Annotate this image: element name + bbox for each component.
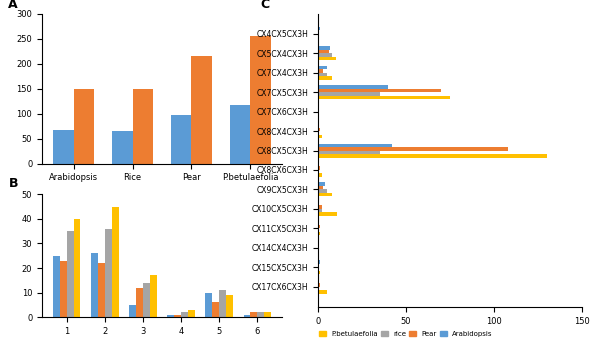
Bar bbox=[318, 166, 320, 170]
Bar bbox=[318, 186, 323, 189]
Bar bbox=[129, 305, 136, 317]
Bar bbox=[133, 89, 153, 164]
Text: C: C bbox=[260, 0, 269, 11]
Bar bbox=[318, 66, 327, 69]
Bar bbox=[250, 36, 271, 164]
Bar bbox=[91, 253, 98, 317]
Bar bbox=[318, 128, 320, 131]
Bar bbox=[318, 85, 388, 89]
Bar bbox=[74, 89, 94, 164]
Bar bbox=[181, 312, 188, 317]
Legend: Number of proteins, Number of CCCH motifs: Number of proteins, Number of CCCH motif… bbox=[46, 197, 230, 209]
Bar bbox=[318, 73, 327, 76]
Bar bbox=[67, 231, 74, 317]
Bar bbox=[212, 302, 219, 317]
Bar bbox=[318, 135, 322, 138]
Bar bbox=[318, 89, 441, 92]
Bar bbox=[318, 189, 327, 193]
Bar bbox=[98, 263, 105, 317]
Text: B: B bbox=[8, 177, 18, 190]
Bar bbox=[318, 232, 320, 235]
Bar bbox=[318, 151, 380, 154]
Bar bbox=[318, 193, 332, 196]
Text: A: A bbox=[8, 0, 18, 11]
Bar bbox=[112, 207, 119, 317]
Bar bbox=[230, 105, 250, 164]
Bar bbox=[318, 154, 547, 158]
Bar bbox=[167, 315, 174, 317]
Bar bbox=[318, 212, 337, 216]
Bar bbox=[264, 312, 271, 317]
Bar bbox=[318, 260, 320, 264]
Bar bbox=[219, 290, 226, 317]
Bar bbox=[250, 312, 257, 317]
Bar bbox=[318, 147, 508, 151]
Bar bbox=[226, 295, 233, 317]
Bar bbox=[53, 256, 60, 317]
Bar bbox=[188, 310, 195, 317]
Bar bbox=[318, 96, 450, 99]
Bar bbox=[112, 131, 133, 164]
Legend: P.betulaefolia, rice, Pear, Arabidopsis: P.betulaefolia, rice, Pear, Arabidopsis bbox=[316, 328, 496, 340]
Bar bbox=[318, 76, 332, 80]
Bar bbox=[105, 229, 112, 317]
Bar bbox=[318, 92, 380, 96]
Bar bbox=[191, 56, 212, 164]
Bar bbox=[318, 182, 325, 186]
Bar bbox=[143, 283, 150, 317]
Bar bbox=[257, 312, 264, 317]
Bar bbox=[318, 283, 320, 286]
Bar bbox=[318, 46, 331, 50]
Bar bbox=[244, 315, 250, 317]
Bar bbox=[60, 261, 67, 317]
Bar bbox=[171, 115, 191, 164]
Bar bbox=[53, 130, 74, 164]
Bar bbox=[318, 205, 322, 209]
Bar bbox=[318, 209, 322, 212]
Bar bbox=[174, 315, 181, 317]
Bar bbox=[318, 271, 320, 274]
Bar bbox=[74, 219, 80, 317]
Bar bbox=[136, 288, 143, 317]
Bar bbox=[318, 54, 332, 57]
Bar bbox=[318, 290, 327, 294]
Bar bbox=[205, 293, 212, 317]
Bar bbox=[318, 69, 323, 73]
Bar bbox=[318, 225, 320, 228]
Bar bbox=[318, 27, 320, 30]
Bar bbox=[318, 174, 322, 177]
Bar bbox=[318, 50, 329, 54]
Bar bbox=[318, 57, 335, 60]
Bar bbox=[150, 276, 157, 317]
Bar bbox=[318, 144, 392, 147]
